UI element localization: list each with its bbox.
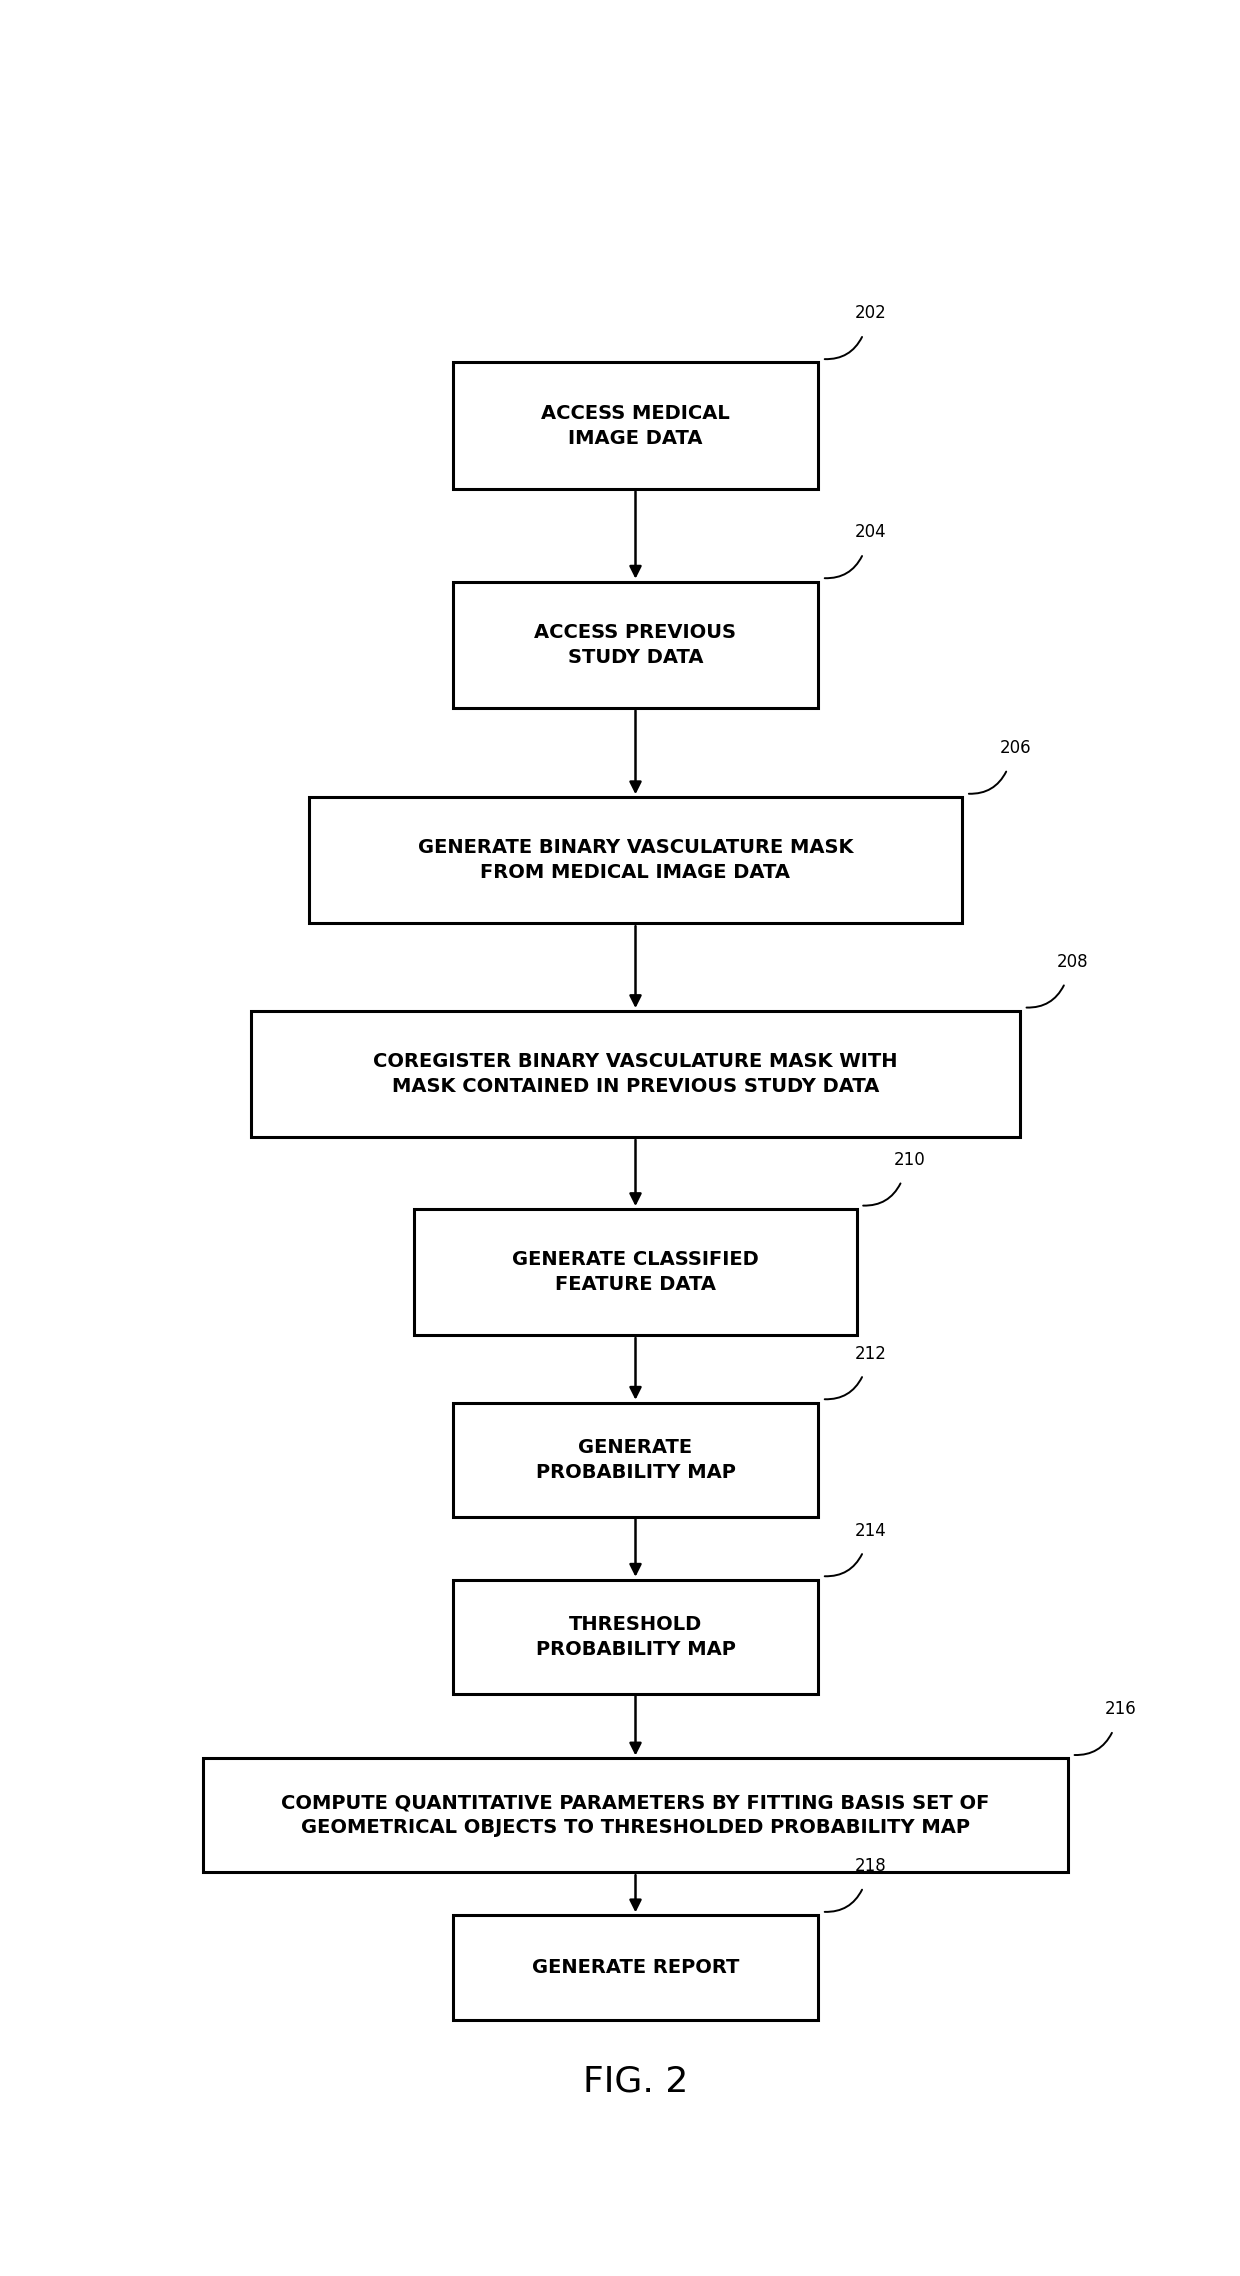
Text: THRESHOLD
PROBABILITY MAP: THRESHOLD PROBABILITY MAP <box>536 1614 735 1659</box>
Text: 202: 202 <box>856 305 887 323</box>
FancyArrowPatch shape <box>825 555 862 578</box>
Text: GENERATE BINARY VASCULATURE MASK
FROM MEDICAL IMAGE DATA: GENERATE BINARY VASCULATURE MASK FROM ME… <box>418 838 853 883</box>
Bar <box>203 1759 1068 1873</box>
Text: 216: 216 <box>1105 1700 1137 1718</box>
Bar <box>250 1011 1021 1138</box>
Bar <box>453 583 818 708</box>
Text: GENERATE CLASSIFIED
FEATURE DATA: GENERATE CLASSIFIED FEATURE DATA <box>512 1250 759 1295</box>
Text: GENERATE
PROBABILITY MAP: GENERATE PROBABILITY MAP <box>536 1438 735 1482</box>
Bar <box>309 797 962 924</box>
FancyArrowPatch shape <box>968 772 1006 794</box>
Text: ACCESS MEDICAL
IMAGE DATA: ACCESS MEDICAL IMAGE DATA <box>541 403 730 448</box>
Text: GENERATE REPORT: GENERATE REPORT <box>532 1957 739 1978</box>
Text: COMPUTE QUANTITATIVE PARAMETERS BY FITTING BASIS SET OF
GEOMETRICAL OBJECTS TO T: COMPUTE QUANTITATIVE PARAMETERS BY FITTI… <box>281 1793 990 1837</box>
FancyArrowPatch shape <box>825 337 862 360</box>
Bar <box>453 362 818 489</box>
Text: 208: 208 <box>1056 954 1089 972</box>
Text: 210: 210 <box>894 1152 925 1170</box>
Bar <box>453 1914 818 2021</box>
FancyArrowPatch shape <box>825 1889 862 1912</box>
FancyArrowPatch shape <box>1075 1732 1112 1755</box>
Bar <box>453 1580 818 1693</box>
Bar <box>453 1402 818 1516</box>
Text: 212: 212 <box>856 1345 887 1363</box>
Text: ACCESS PREVIOUS
STUDY DATA: ACCESS PREVIOUS STUDY DATA <box>534 624 737 667</box>
FancyArrowPatch shape <box>825 1555 862 1577</box>
Text: 204: 204 <box>856 523 887 542</box>
Text: 214: 214 <box>856 1523 887 1539</box>
Text: COREGISTER BINARY VASCULATURE MASK WITH
MASK CONTAINED IN PREVIOUS STUDY DATA: COREGISTER BINARY VASCULATURE MASK WITH … <box>373 1052 898 1097</box>
FancyArrowPatch shape <box>1027 986 1064 1008</box>
FancyArrowPatch shape <box>825 1377 862 1400</box>
FancyArrowPatch shape <box>863 1184 900 1206</box>
Text: FIG. 2: FIG. 2 <box>583 2064 688 2098</box>
Bar <box>414 1209 857 1336</box>
Text: 218: 218 <box>856 1857 887 1875</box>
Text: 206: 206 <box>999 740 1030 758</box>
